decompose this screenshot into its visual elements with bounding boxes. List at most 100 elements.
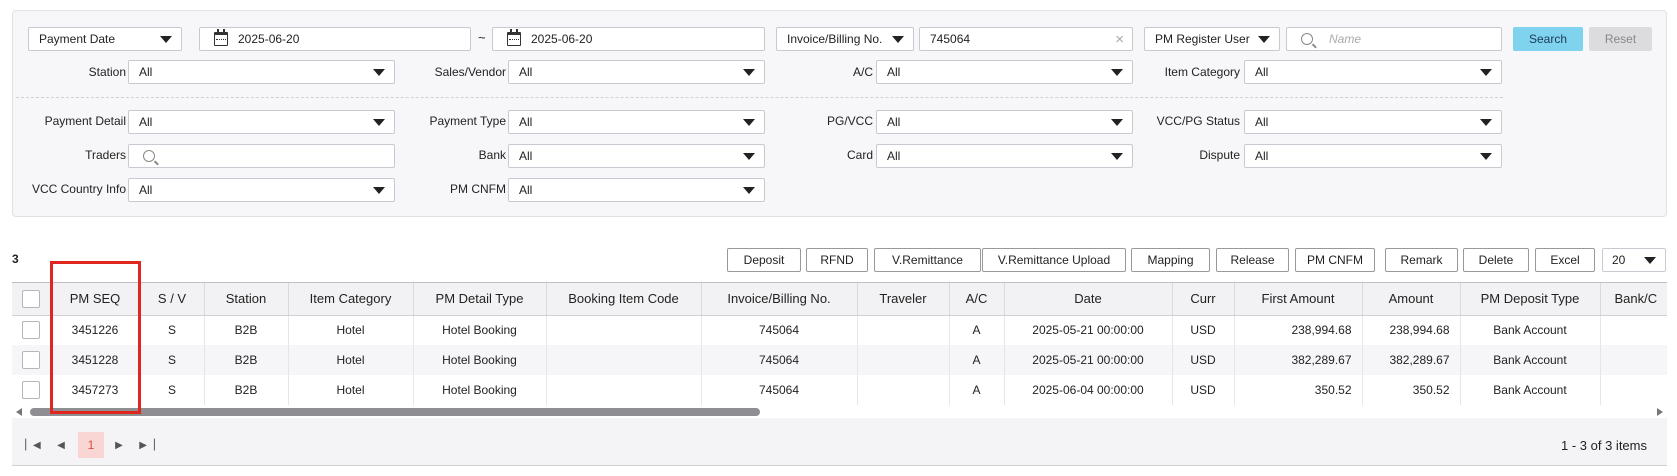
col-ac[interactable]: A/C [949, 283, 1005, 316]
select-all-header[interactable] [12, 283, 51, 316]
mapping-button[interactable]: Mapping [1131, 248, 1210, 272]
rfnd-button[interactable]: RFND [806, 248, 868, 272]
select-all-checkbox[interactable] [21, 289, 40, 308]
item-category-label: Item Category [1164, 65, 1240, 79]
cell-date: 2025-06-04 00:00:00 [1004, 375, 1173, 405]
excel-button[interactable]: Excel [1535, 248, 1595, 272]
date-range-separator: ~ [478, 30, 486, 45]
card-select[interactable]: All [876, 144, 1133, 168]
traders-label: Traders [85, 148, 126, 162]
page-number-current[interactable]: 1 [78, 432, 104, 458]
col-s-v[interactable]: S / V [140, 283, 205, 316]
table-row[interactable]: 3451228 S B2B Hotel Hotel Booking 745064… [12, 345, 1667, 375]
cell-ac: A [949, 375, 1005, 405]
user-type-select[interactable]: PM Register User [1144, 27, 1280, 51]
deposit-button[interactable]: Deposit [727, 248, 801, 272]
payment-type-select[interactable]: All [508, 110, 765, 134]
cell-bank-card [1600, 375, 1667, 405]
search-button[interactable]: Search [1513, 27, 1583, 51]
v-remittance-button[interactable]: V.Remittance [874, 248, 981, 272]
dispute-select[interactable]: All [1244, 144, 1502, 168]
ac-label: A/C [852, 65, 873, 79]
release-button[interactable]: Release [1216, 248, 1289, 272]
item-category-select[interactable]: All [1244, 60, 1502, 84]
col-curr[interactable]: Curr [1172, 283, 1235, 316]
row-checkbox[interactable] [21, 381, 40, 399]
calendar-icon [507, 29, 521, 46]
pg-vcc-select[interactable]: All [876, 110, 1133, 134]
col-booking-item-code[interactable]: Booking Item Code [546, 283, 702, 316]
traders-search-input[interactable] [128, 144, 395, 168]
chevron-down-icon [743, 186, 755, 194]
chevron-down-icon [373, 186, 385, 194]
cell-curr: USD [1172, 345, 1235, 375]
col-pm-detail-type[interactable]: PM Detail Type [413, 283, 547, 316]
cell-s-v: S [140, 345, 205, 375]
col-bank-card[interactable]: Bank/C [1600, 283, 1667, 316]
results-grid: PM SEQ S / V Station Item Category PM De… [12, 282, 1667, 418]
bank-select[interactable]: All [508, 144, 765, 168]
scrollbar-thumb[interactable] [30, 408, 760, 416]
date-type-select[interactable]: Payment Date [28, 27, 182, 51]
col-amount[interactable]: Amount [1362, 283, 1461, 316]
vcc-pg-status-select[interactable]: All [1244, 110, 1502, 134]
result-count: 3 [12, 252, 19, 266]
chevron-down-icon [743, 118, 755, 126]
row-checkbox[interactable] [21, 321, 40, 340]
chevron-down-icon [1480, 118, 1492, 126]
cell-booking-item-code [546, 345, 702, 375]
date-from-input[interactable]: 2025-06-20 [199, 27, 471, 51]
station-select[interactable]: All [128, 60, 395, 84]
delete-button[interactable]: Delete [1463, 248, 1529, 272]
pm-cnfm-button[interactable]: PM CNFM [1295, 248, 1375, 272]
cell-bank-card [1600, 345, 1667, 375]
invoice-type-select[interactable]: Invoice/Billing No. [776, 27, 914, 51]
col-first-amount[interactable]: First Amount [1234, 283, 1363, 316]
cell-amount: 238,994.68 [1362, 315, 1461, 345]
reset-button[interactable]: Reset [1589, 27, 1652, 51]
ac-select[interactable]: All [876, 60, 1133, 84]
vcc-pg-status-label: VCC/PG Status [1156, 114, 1240, 128]
table-row[interactable]: 3457273 S B2B Hotel Hotel Booking 745064… [12, 375, 1667, 405]
remark-button[interactable]: Remark [1385, 248, 1458, 272]
col-pm-deposit-type[interactable]: PM Deposit Type [1460, 283, 1601, 316]
filter-divider [16, 97, 1503, 98]
payment-detail-select[interactable]: All [128, 110, 395, 134]
cell-amount: 350.52 [1362, 375, 1461, 405]
page-size-select[interactable]: 20 [1602, 248, 1666, 272]
pm-cnfm-label: PM CNFM [450, 182, 506, 196]
col-station[interactable]: Station [204, 283, 289, 316]
col-invoice-billing-no[interactable]: Invoice/Billing No. [701, 283, 858, 316]
dispute-label: Dispute [1199, 148, 1240, 162]
invoice-number-input[interactable]: 745064 × [919, 27, 1133, 51]
clear-icon[interactable]: × [1115, 30, 1124, 48]
horizontal-scrollbar[interactable] [12, 406, 1667, 418]
row-checkbox[interactable] [21, 351, 40, 369]
pm-cnfm-select[interactable]: All [508, 178, 765, 202]
cell-item-category: Hotel [288, 315, 414, 345]
chevron-down-icon [1644, 256, 1656, 264]
col-traveler[interactable]: Traveler [857, 283, 950, 316]
prev-page-icon[interactable]: ◀ [57, 439, 65, 451]
cell-pm-deposit-type: Bank Account [1460, 345, 1601, 375]
col-date[interactable]: Date [1004, 283, 1173, 316]
first-page-icon[interactable]: ▏◀ [25, 439, 41, 451]
next-page-icon[interactable]: ▶ [115, 439, 123, 451]
table-row[interactable]: 3451226 S B2B Hotel Hotel Booking 745064… [12, 315, 1667, 345]
col-pm-seq[interactable]: PM SEQ [50, 283, 141, 316]
cell-booking-item-code [546, 315, 702, 345]
last-page-icon[interactable]: ▶▕ [139, 439, 155, 451]
cell-pm-detail-type: Hotel Booking [413, 315, 547, 345]
col-item-category[interactable]: Item Category [288, 283, 414, 316]
sales-vendor-select[interactable]: All [508, 60, 765, 84]
v-remittance-upload-button[interactable]: V.Remittance Upload [982, 248, 1126, 272]
vcc-country-select[interactable]: All [128, 178, 395, 202]
scroll-left-icon[interactable] [16, 408, 22, 416]
cell-pm-seq: 3451228 [50, 345, 141, 375]
scroll-right-icon[interactable] [1657, 408, 1663, 416]
cell-curr: USD [1172, 315, 1235, 345]
name-search-input[interactable]: Name [1286, 27, 1502, 51]
date-to-input[interactable]: 2025-06-20 [492, 27, 765, 51]
cell-s-v: S [140, 315, 205, 345]
chevron-down-icon [892, 35, 904, 43]
